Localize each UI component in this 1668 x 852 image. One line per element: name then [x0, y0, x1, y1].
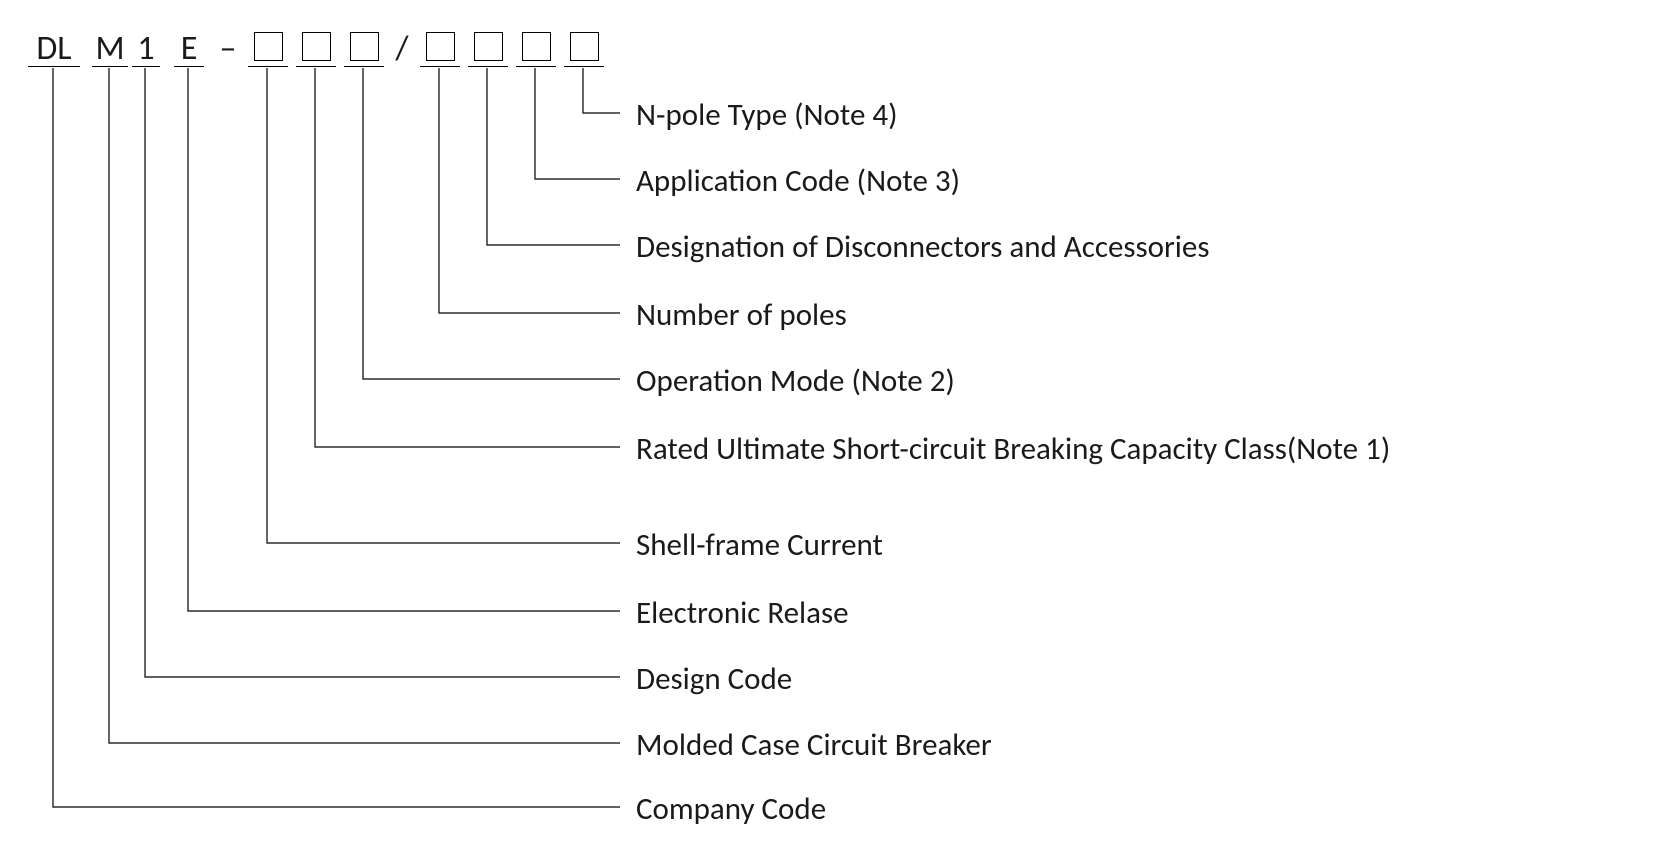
connector-lines — [0, 0, 1668, 852]
connector-line — [188, 68, 620, 611]
connector-line — [535, 68, 620, 179]
connector-line — [267, 68, 620, 543]
connector-line — [487, 68, 620, 245]
model-code-diagram: DLM1E–/ N-pole Type (Note 4)Application … — [0, 0, 1668, 852]
connector-line — [583, 68, 620, 113]
connector-line — [315, 68, 620, 447]
connector-line — [439, 68, 620, 313]
connector-line — [109, 68, 620, 743]
connector-line — [363, 68, 620, 379]
connector-line — [145, 68, 620, 677]
